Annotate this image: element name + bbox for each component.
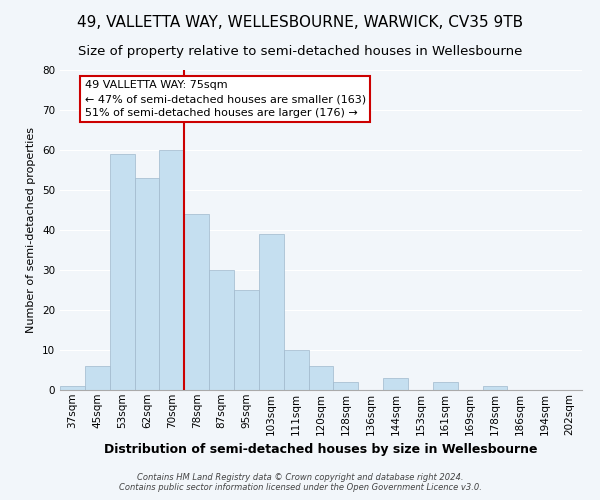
Bar xyxy=(284,350,308,390)
Bar xyxy=(334,382,358,390)
Bar xyxy=(184,214,209,390)
Bar xyxy=(234,290,259,390)
Bar xyxy=(482,386,508,390)
Bar xyxy=(110,154,134,390)
Bar xyxy=(383,378,408,390)
Text: Size of property relative to semi-detached houses in Wellesbourne: Size of property relative to semi-detach… xyxy=(78,45,522,58)
Text: 49 VALLETTA WAY: 75sqm
← 47% of semi-detached houses are smaller (163)
51% of se: 49 VALLETTA WAY: 75sqm ← 47% of semi-det… xyxy=(85,80,366,118)
Bar xyxy=(433,382,458,390)
Bar xyxy=(134,178,160,390)
X-axis label: Distribution of semi-detached houses by size in Wellesbourne: Distribution of semi-detached houses by … xyxy=(104,443,538,456)
Y-axis label: Number of semi-detached properties: Number of semi-detached properties xyxy=(26,127,37,333)
Bar xyxy=(209,270,234,390)
Bar xyxy=(160,150,184,390)
Text: 49, VALLETTA WAY, WELLESBOURNE, WARWICK, CV35 9TB: 49, VALLETTA WAY, WELLESBOURNE, WARWICK,… xyxy=(77,15,523,30)
Text: Contains HM Land Registry data © Crown copyright and database right 2024.
Contai: Contains HM Land Registry data © Crown c… xyxy=(119,473,481,492)
Bar xyxy=(60,386,85,390)
Bar xyxy=(259,234,284,390)
Bar xyxy=(85,366,110,390)
Bar xyxy=(308,366,334,390)
